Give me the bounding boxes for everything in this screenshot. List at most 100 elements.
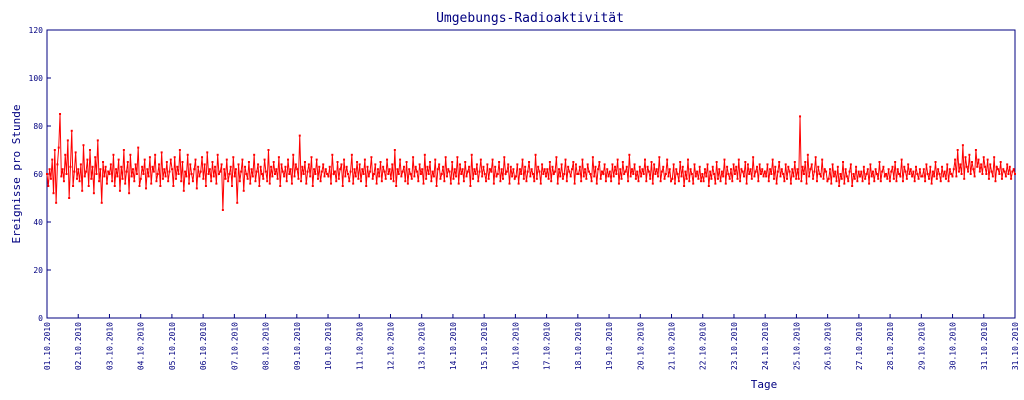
x-tick-label: 13.10.2010 [418, 322, 427, 370]
data-point [487, 177, 490, 180]
data-point [290, 182, 293, 185]
data-point [619, 168, 622, 171]
data-point [451, 161, 454, 163]
data-point [90, 177, 93, 180]
data-point [380, 180, 383, 183]
data-point [418, 163, 421, 166]
data-point [866, 168, 869, 171]
data-point [208, 168, 211, 171]
data-point [779, 175, 782, 178]
data-point [145, 187, 148, 190]
data-point [934, 161, 937, 163]
data-point [982, 156, 985, 159]
data-point [339, 168, 342, 171]
data-point [786, 177, 789, 180]
data-point [959, 163, 962, 166]
data-point [95, 173, 98, 175]
data-point [224, 177, 227, 180]
data-point [421, 168, 424, 171]
data-point [604, 180, 607, 183]
data-point [935, 177, 938, 180]
data-point [247, 161, 250, 163]
x-tick-label: 06.10.2010 [199, 322, 208, 370]
data-point [104, 165, 107, 168]
data-point [470, 153, 473, 156]
data-point [550, 180, 553, 183]
data-point [501, 177, 504, 180]
data-point [590, 180, 593, 183]
data-point [848, 170, 851, 173]
data-point [273, 173, 276, 175]
y-tick-label: 120 [29, 26, 44, 35]
data-point [516, 163, 519, 166]
data-point [855, 165, 858, 168]
x-tick-label: 31.10.2010 [1011, 322, 1020, 370]
data-point [655, 168, 658, 171]
data-point [254, 180, 257, 183]
data-point [994, 180, 997, 183]
data-point [204, 185, 207, 187]
data-point [289, 168, 292, 171]
data-point [688, 180, 691, 183]
data-point [951, 175, 954, 178]
data-point [802, 173, 805, 175]
data-point [766, 163, 769, 166]
data-point [412, 156, 415, 159]
data-point [705, 175, 708, 178]
data-point [116, 175, 119, 178]
data-point [199, 170, 202, 173]
data-point [985, 173, 988, 175]
data-point [658, 156, 661, 159]
x-tick-label: 11.10.2010 [355, 322, 364, 370]
data-point [885, 173, 888, 175]
data-point [49, 177, 52, 180]
data-point [219, 170, 222, 173]
series-layer [46, 113, 1016, 211]
data-point [842, 161, 845, 163]
data-point [431, 170, 434, 173]
y-tick-label: 100 [29, 74, 44, 83]
x-axis-label: Tage [751, 378, 778, 391]
data-point [921, 175, 924, 178]
data-point [83, 175, 86, 178]
x-tick-label: 08.10.2010 [262, 322, 271, 370]
data-point [98, 180, 101, 183]
data-point [442, 165, 445, 168]
x-tick-label: 07.10.2010 [230, 322, 239, 370]
data-point [677, 180, 680, 183]
data-point [602, 173, 605, 175]
data-point [135, 173, 138, 175]
data-point [552, 173, 555, 175]
data-point [728, 177, 731, 180]
data-point [683, 185, 686, 187]
data-point [469, 185, 472, 187]
data-point [479, 158, 482, 161]
data-point [744, 161, 747, 163]
x-tick-label: 15.10.2010 [480, 322, 489, 370]
data-point [954, 158, 957, 161]
data-point [324, 168, 327, 171]
data-point [546, 168, 549, 171]
data-point [765, 175, 768, 178]
data-point [163, 168, 166, 171]
data-point [606, 168, 609, 171]
data-point [311, 185, 314, 187]
data-point [102, 161, 105, 163]
data-point [662, 165, 665, 168]
data-point [456, 156, 459, 159]
data-point [689, 168, 692, 171]
data-point [914, 165, 917, 168]
data-point [371, 177, 374, 180]
data-point [952, 168, 955, 171]
x-tick-label: 26.10.2010 [824, 322, 833, 370]
data-point [232, 156, 235, 159]
data-point [245, 173, 248, 175]
data-point [617, 182, 620, 185]
data-point [118, 189, 121, 192]
data-point [736, 177, 739, 180]
data-point [620, 177, 623, 180]
data-point [621, 161, 624, 163]
data-point [432, 175, 435, 178]
data-point [75, 177, 78, 180]
